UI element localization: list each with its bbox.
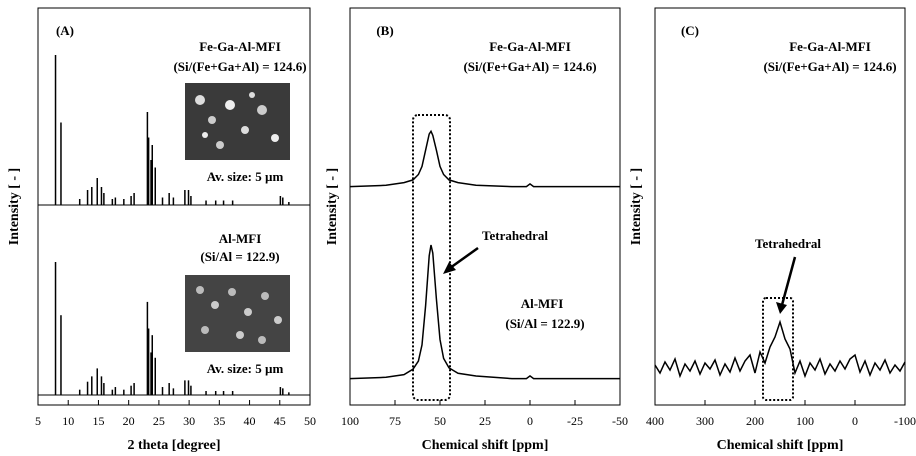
x-tick-label: 30 <box>183 414 195 428</box>
series-name: Al-MFI <box>219 231 262 246</box>
plot-frame <box>37 7 311 406</box>
x-tick-label: -50 <box>612 414 628 428</box>
x-axis-title: Chemical shift [ppm] <box>717 438 844 453</box>
series-ratio: (Si/(Fe+Ga+Al) = 124.6) <box>763 59 896 74</box>
panel-title: (A) <box>56 23 74 38</box>
x-tick-label: 100 <box>341 414 359 428</box>
x-tick-label: 20 <box>123 414 135 428</box>
x-tick-label: 75 <box>389 414 401 428</box>
x-tick-label: -25 <box>567 414 583 428</box>
x-tick-label: 25 <box>479 414 491 428</box>
series-name: Al-MFI <box>521 296 564 311</box>
spectrum-line <box>349 129 620 188</box>
series-name: Fe-Ga-Al-MFI <box>489 39 571 54</box>
series-name: Fe-Ga-Al-MFI <box>199 39 281 54</box>
x-tick-label: 45 <box>274 414 286 428</box>
spectrum-line <box>654 319 906 379</box>
annotation: Tetrahedral <box>755 236 821 251</box>
x-tick-label: 200 <box>746 414 764 428</box>
size-label: Av. size: 5 µm <box>207 361 284 376</box>
series-ratio: (Si/Al = 122.9) <box>200 249 279 264</box>
y-axis-title: Intensity [ - ] <box>7 168 22 245</box>
x-tick-label: 35 <box>213 414 225 428</box>
x-tick-label: 50 <box>434 414 446 428</box>
annotation: Tetrahedral <box>482 228 548 243</box>
series-ratio: (Si/(Fe+Ga+Al) = 124.6) <box>463 59 596 74</box>
x-tick-label: 40 <box>244 414 256 428</box>
x-tick-label: 100 <box>796 414 814 428</box>
highlight-box <box>762 297 794 401</box>
y-axis-title: Intensity [ - ] <box>325 168 340 245</box>
x-tick-label: 15 <box>92 414 104 428</box>
size-label: Av. size: 5 µm <box>207 169 284 184</box>
panel-title: (C) <box>681 23 699 38</box>
y-axis-title: Intensity [ - ] <box>629 168 644 245</box>
x-axis-title: Chemical shift [ppm] <box>422 438 549 453</box>
x-tick-label: 25 <box>153 414 165 428</box>
x-tick-label: -100 <box>894 414 916 428</box>
x-tick-label: 50 <box>304 414 316 428</box>
panel-title: (B) <box>376 23 393 38</box>
x-tick-label: 10 <box>62 414 74 428</box>
series-name: Fe-Ga-Al-MFI <box>789 39 871 54</box>
highlight-box <box>412 114 451 401</box>
sem-image <box>185 83 290 352</box>
arrow <box>443 246 797 314</box>
x-tick-label: 5 <box>35 414 41 428</box>
x-tick-label: 0 <box>852 414 858 428</box>
x-axis-title: 2 theta [degree] <box>127 438 220 453</box>
x-tick-label: 400 <box>646 414 664 428</box>
spectrum-line <box>349 244 620 380</box>
x-tick-label: 300 <box>696 414 714 428</box>
series-ratio: (Si/Al = 122.9) <box>505 316 584 331</box>
plot-frame <box>654 7 906 406</box>
series-ratio: (Si/(Fe+Ga+Al) = 124.6) <box>173 59 306 74</box>
x-tick-label: 0 <box>527 414 533 428</box>
